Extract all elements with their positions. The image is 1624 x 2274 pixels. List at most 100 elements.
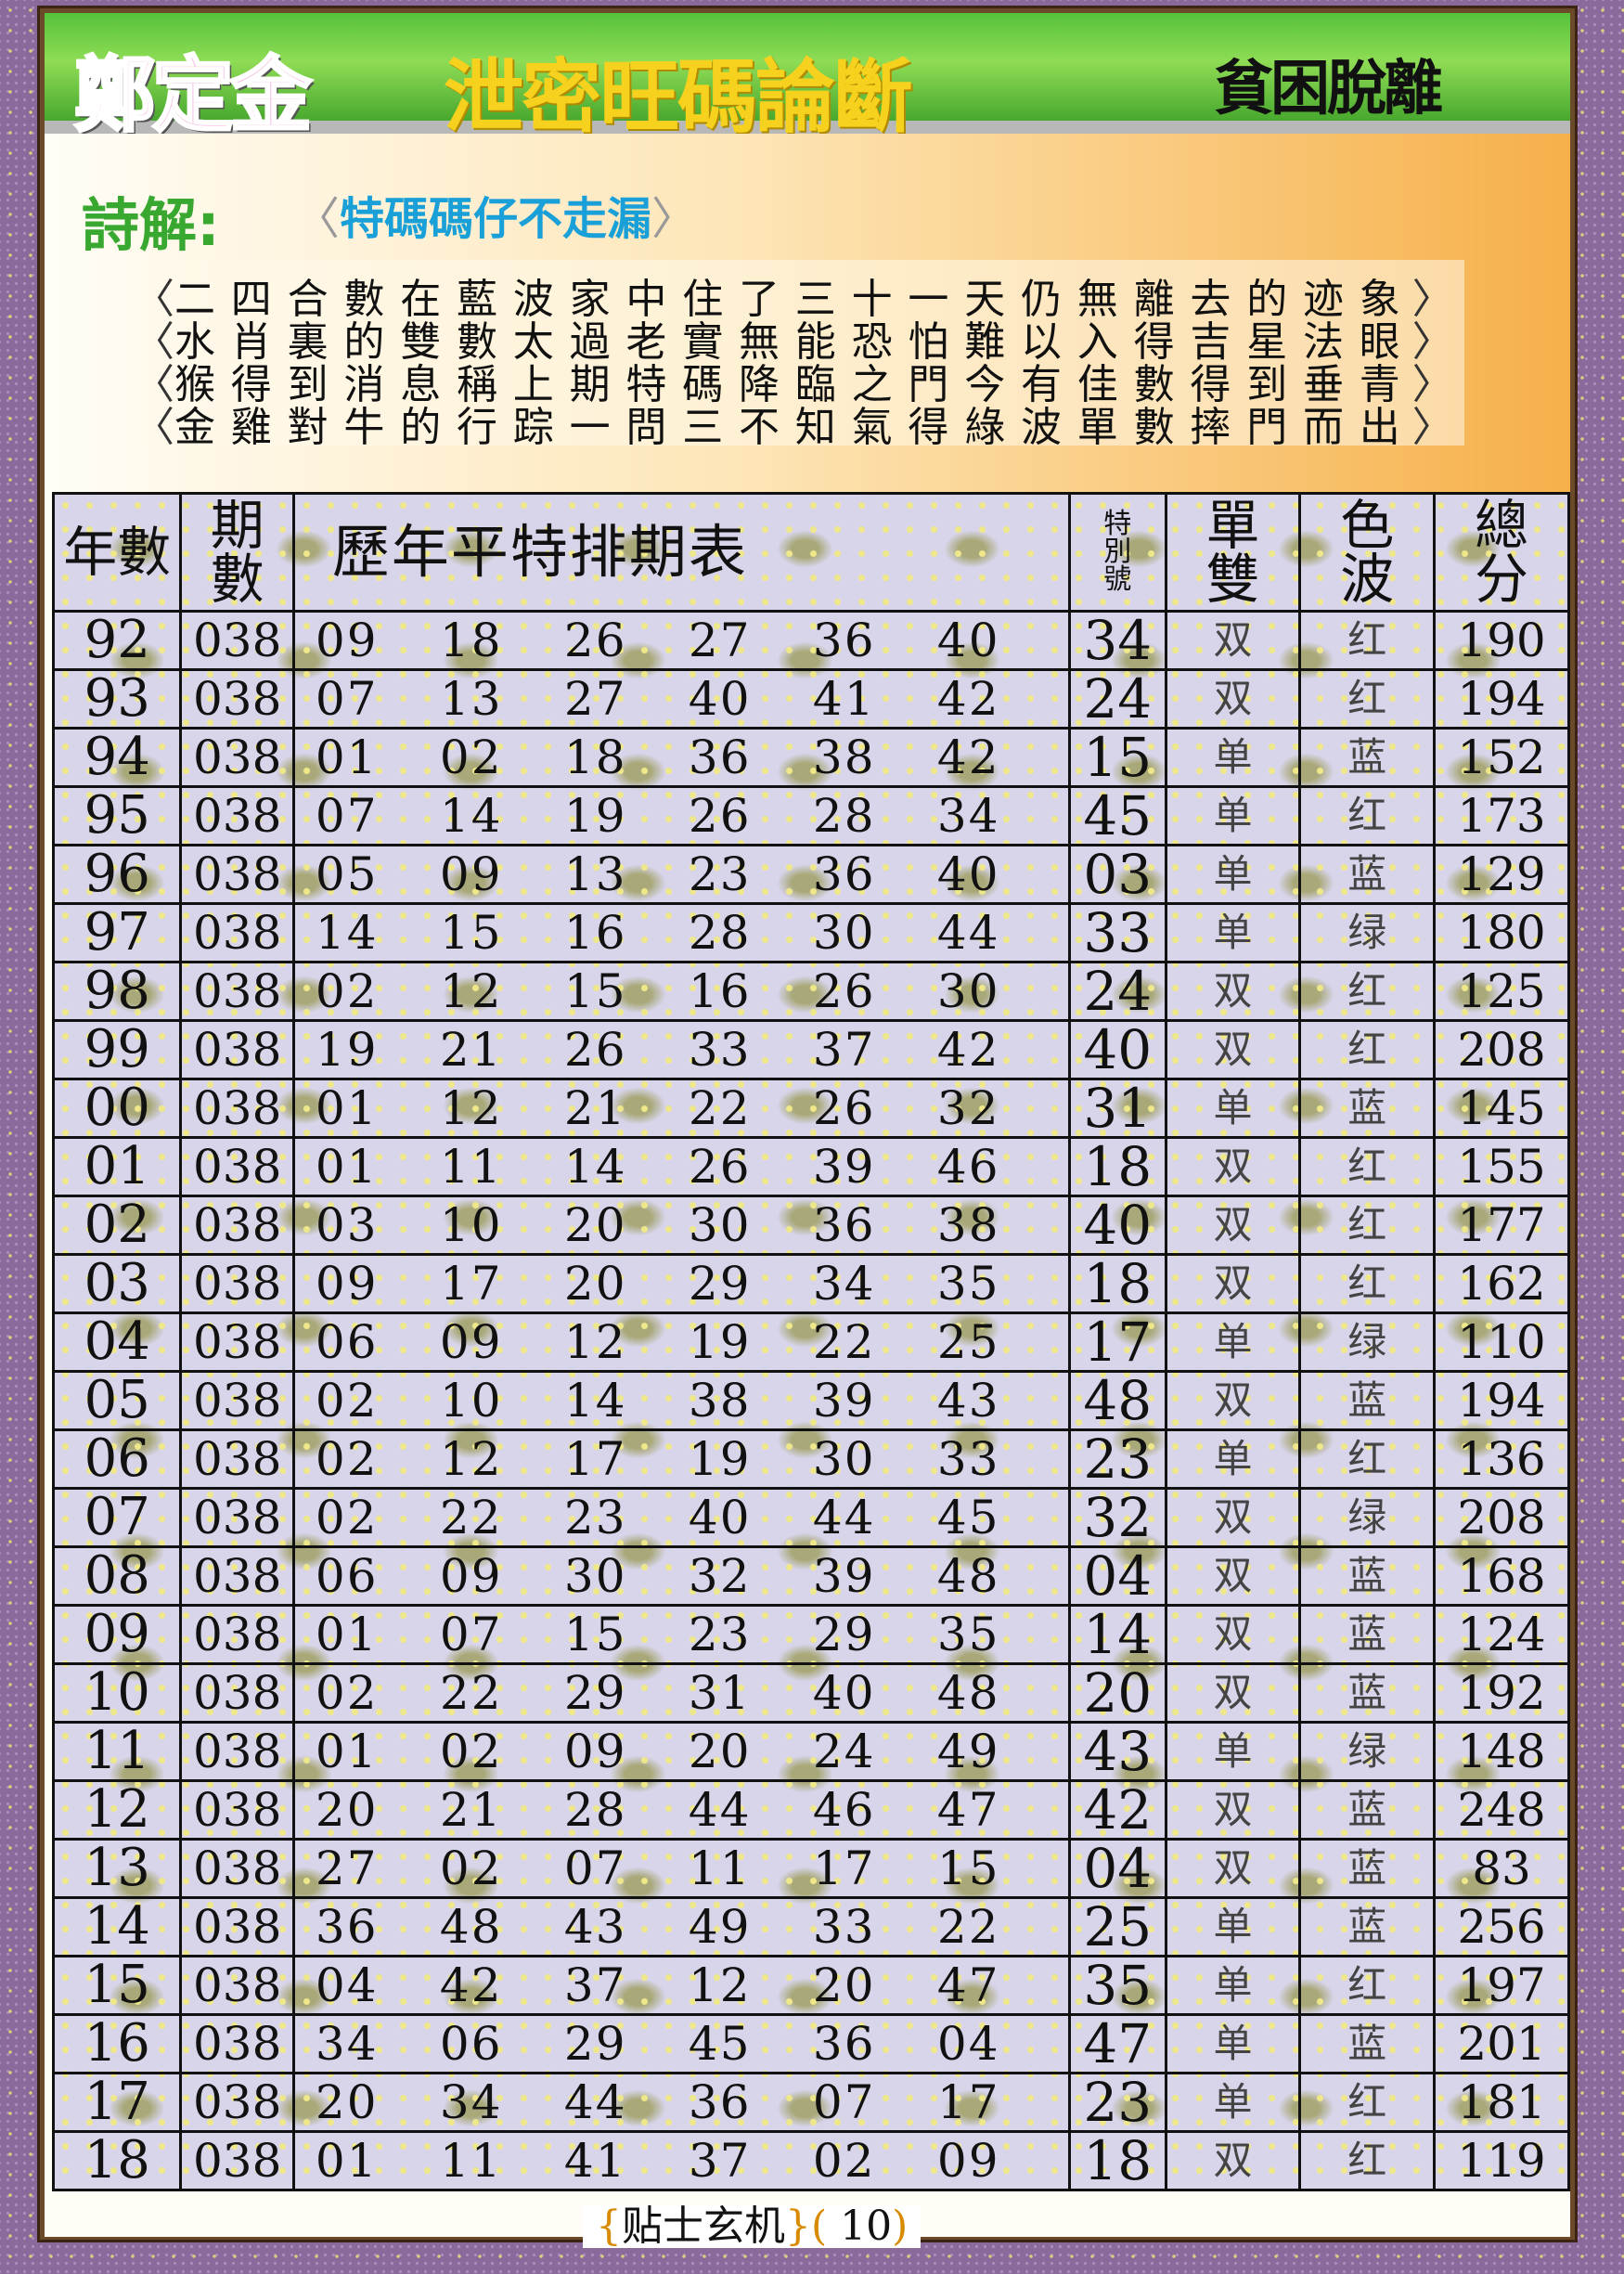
numbers-cell: 01 11 14 26 39 46 [291,1136,1071,1197]
table-row: 94 038 01 02 18 36 38 42 15 单蓝 152 [51,727,1570,788]
table-row: 93 038 07 13 27 40 41 42 24 双红 194 [51,668,1570,730]
color-cell: 红 [1298,2072,1437,2133]
poem-title-text: 特碼碼仔不走漏 [340,193,652,245]
year-cell: 06 [51,1428,183,1490]
odd-even-cell: 单 [1164,2013,1302,2074]
number: 09 [439,1315,503,1369]
number: 44 [936,906,1000,960]
header-color: 色波 [1298,492,1437,613]
special-number-cell: 23 [1067,1428,1167,1490]
period-cell: 038 [179,1604,295,1665]
total-cell: 129 [1433,844,1570,905]
number: 21 [439,1783,503,1837]
color-cell: 红 [1298,1955,1437,2016]
number: 09 [936,2134,1000,2188]
period-cell: 038 [179,2013,295,2074]
year-cell: 18 [51,2130,183,2191]
color-cell: 红 [1298,1428,1437,1490]
header-total: 總分 [1433,492,1570,613]
number: 36 [812,2017,876,2071]
header-year: 年數 [51,492,183,613]
number: 26 [563,1023,627,1077]
period-cell: 038 [179,1311,295,1373]
number: 11 [439,1140,503,1194]
year-cell: 05 [51,1370,183,1431]
number: 02 [812,2134,876,2188]
numbers-cell: 02 10 14 38 39 43 [291,1370,1071,1431]
number: 16 [688,964,752,1018]
number: 04 [936,2017,1000,2071]
number: 06 [439,2017,503,2071]
odd-even-cell: 双 [1164,610,1302,671]
numbers-cell: 02 22 29 31 40 48 [291,1662,1071,1724]
year-cell: 98 [51,961,183,1022]
total-cell: 208 [1433,1019,1570,1080]
header-name: 鄭定金 [72,46,313,145]
number: 30 [812,906,876,960]
number: 40 [688,1491,752,1544]
numbers-cell: 20 34 44 36 07 17 [291,2072,1071,2133]
table-row: 16 038 34 06 29 45 36 04 47 单蓝 201 [51,2013,1570,2074]
number: 36 [688,730,752,784]
number: 43 [563,1900,627,1954]
poem-line: 二四合數在藍波家中住了三十一天仍無離去的迹象 [134,265,1452,325]
numbers-cell: 03 10 20 30 36 38 [291,1195,1071,1256]
year-cell: 92 [51,610,183,671]
odd-even-cell: 单 [1164,1078,1302,1139]
period-cell: 038 [179,1078,295,1139]
numbers-cell: 27 02 07 11 17 15 [291,1838,1071,1899]
special-number-cell: 18 [1067,2130,1167,2191]
number: 23 [688,847,752,901]
special-number-cell: 18 [1067,1253,1167,1314]
number: 09 [439,1549,503,1603]
special-number-cell: 03 [1067,844,1167,905]
number: 39 [812,1140,876,1194]
year-cell: 00 [51,1078,183,1139]
color-cell: 绿 [1298,902,1437,963]
special-number-cell: 20 [1067,1662,1167,1724]
history-table: 年數 期數 歷年平特排期表 特別號 單雙 色波 總分 92 038 09 18 26 27… [51,492,1570,2191]
odd-even-cell: 单 [1164,1896,1302,1957]
total-cell: 194 [1433,668,1570,730]
number: 23 [563,1491,627,1544]
odd-even-cell: 双 [1164,1545,1302,1607]
number: 38 [812,730,876,784]
number: 02 [315,1666,379,1720]
color-cell: 蓝 [1298,1545,1437,1607]
number: 07 [812,2075,876,2129]
number: 34 [315,2017,379,2071]
color-cell: 蓝 [1298,1896,1437,1957]
year-cell: 94 [51,727,183,788]
header-period: 期數 [179,492,295,613]
period-cell: 038 [179,1896,295,1957]
poem-box: 二四合數在藍波家中住了三十一天仍無離去的迹象 水肖裏的雙數太過老實無能恐怕難以入… [134,260,1464,453]
total-cell: 148 [1433,1721,1570,1782]
table-row: 10 038 02 22 29 31 40 48 20 双蓝 192 [51,1662,1570,1724]
number: 02 [439,730,503,784]
numbers-cell: 02 22 23 40 44 45 [291,1487,1071,1548]
number: 27 [563,672,627,726]
total-cell: 162 [1433,1253,1570,1314]
numbers-cell: 09 17 20 29 34 35 [291,1253,1071,1314]
color-cell: 绿 [1298,1311,1437,1373]
number: 12 [439,1081,503,1135]
number: 48 [936,1549,1000,1603]
number: 19 [688,1315,752,1369]
number: 15 [563,964,627,1018]
special-number-cell: 04 [1067,1838,1167,1899]
number: 02 [439,1725,503,1778]
total-cell: 180 [1433,902,1570,963]
number: 12 [439,1432,503,1486]
number: 40 [688,672,752,726]
number: 30 [936,964,1000,1018]
number: 02 [439,1841,503,1895]
number: 14 [563,1374,627,1428]
year-cell: 10 [51,1662,183,1724]
number: 37 [812,1023,876,1077]
number: 07 [439,1608,503,1661]
numbers-cell: 34 06 29 45 36 04 [291,2013,1071,2074]
total-cell: 124 [1433,1604,1570,1665]
number: 29 [812,1608,876,1661]
number: 03 [315,1198,379,1252]
year-cell: 01 [51,1136,183,1197]
